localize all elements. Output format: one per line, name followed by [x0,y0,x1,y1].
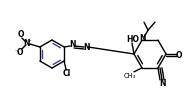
Text: HO: HO [127,35,140,44]
Text: N: N [69,40,76,49]
Text: N: N [23,39,30,48]
Text: ⁻: ⁻ [15,50,18,55]
Text: CH₃: CH₃ [124,73,136,79]
Text: O: O [18,30,24,39]
Text: +: + [26,38,31,43]
Text: O: O [17,48,23,57]
Text: N: N [139,34,145,43]
Text: N: N [83,43,89,52]
Text: ″: ″ [88,48,90,53]
Text: Cl: Cl [63,69,71,78]
Text: O: O [176,51,182,59]
Text: N: N [159,79,165,88]
